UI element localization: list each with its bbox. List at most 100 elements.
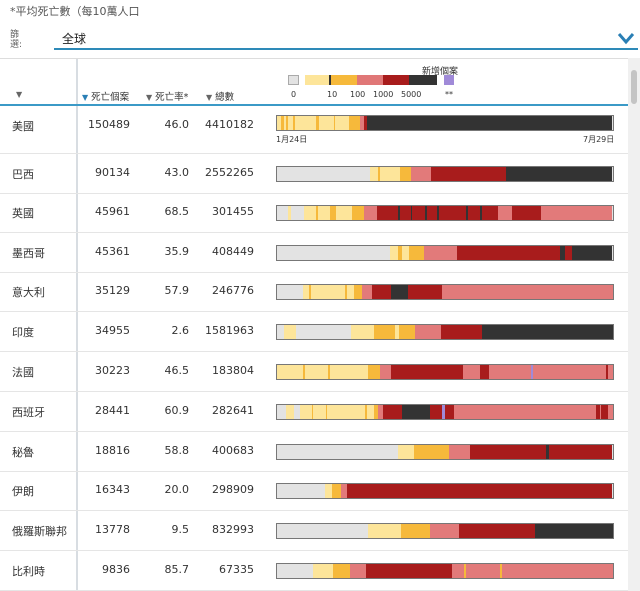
legend-swatch-max <box>409 75 437 85</box>
country-name: 伊朗 <box>12 485 34 498</box>
table-header: ▼ ▼ 死亡個案 ▼ 死亡率* ▼ 總數 新增個案 0 10 100 1000 500… <box>0 59 628 106</box>
table-row[interactable]: 意大利 35129 57.9 246776 <box>0 272 628 312</box>
legend-swatch-very-high <box>383 75 409 85</box>
chevron-down-icon[interactable] <box>614 26 638 50</box>
daily-cases-strip[interactable] <box>276 444 614 460</box>
daily-cases-strip[interactable] <box>276 563 614 579</box>
sort-total-header[interactable]: ▼ 總數 <box>206 89 234 103</box>
death-rate-value: 85.7 <box>164 563 190 576</box>
daily-cases-strip[interactable] <box>276 284 614 300</box>
total-header-label: 總數 <box>215 92 235 103</box>
vertical-scrollbar[interactable] <box>628 58 640 591</box>
total-cases-value: 400683 <box>212 444 254 457</box>
table-row[interactable]: 巴西 90134 43.0 2552265 <box>0 154 628 194</box>
table-row[interactable]: 西班牙 28441 60.9 282641 <box>0 392 628 432</box>
total-cases-value: 282641 <box>212 404 254 417</box>
sort-country-header[interactable]: ▼ <box>16 89 25 100</box>
total-cases-value: 4410182 <box>205 118 254 131</box>
table-row[interactable]: 伊朗 16343 20.0 298909 <box>0 471 628 511</box>
sort-arrow-icon: ▼ <box>146 93 153 102</box>
legend-swatch-high <box>357 75 383 85</box>
daily-cases-strip[interactable] <box>276 166 614 182</box>
sort-rate-header[interactable]: ▼ 死亡率* <box>146 89 188 103</box>
death-rate-value: 57.9 <box>164 284 190 297</box>
death-rate-value: 58.8 <box>164 444 190 457</box>
total-cases-value: 298909 <box>212 483 254 496</box>
table-row[interactable]: 俄羅斯聯邦 13778 9.5 832993 <box>0 511 628 551</box>
daily-cases-strip[interactable] <box>276 483 614 499</box>
total-cases-value: 832993 <box>212 523 254 536</box>
legend-swatch-low <box>305 75 329 85</box>
table-row[interactable]: 墨西哥 45361 35.9 408449 <box>0 233 628 273</box>
sort-deaths-header[interactable]: ▼ 死亡個案 <box>82 89 129 103</box>
table-row[interactable]: 美國 150489 46.0 4410182 1月24日 7月29日 <box>0 106 628 154</box>
sort-arrow-icon: ▼ <box>16 90 23 99</box>
total-cases-value: 408449 <box>212 245 254 258</box>
column-divider <box>76 59 78 591</box>
total-cases-value: 67335 <box>219 563 254 576</box>
total-cases-value: 183804 <box>212 364 254 377</box>
scrollbar-thumb[interactable] <box>631 70 637 104</box>
deaths-value: 150489 <box>88 118 130 131</box>
legend-tick <box>329 75 331 85</box>
death-rate-value: 46.5 <box>164 364 190 377</box>
table-row[interactable]: 法國 30223 46.5 183804 <box>0 352 628 392</box>
deaths-value: 28441 <box>95 404 130 417</box>
death-rate-value: 35.9 <box>164 245 190 258</box>
deaths-value: 90134 <box>95 166 130 179</box>
legend-label: ** <box>445 90 453 99</box>
filter-selected-value: 全球 <box>62 32 87 46</box>
daily-cases-strip[interactable] <box>276 404 614 420</box>
daily-cases-strip[interactable] <box>276 205 614 221</box>
deaths-value: 30223 <box>95 364 130 377</box>
legend-label: 5000 <box>401 90 422 99</box>
daily-cases-strip[interactable] <box>276 245 614 261</box>
legend-label: 1000 <box>373 90 394 99</box>
daily-cases-strip[interactable] <box>276 364 614 380</box>
legend-swatch-mid <box>331 75 357 85</box>
country-name: 比利時 <box>12 565 45 578</box>
legend-label: 0 <box>291 90 297 99</box>
country-name: 英國 <box>12 207 34 220</box>
sort-arrow-icon: ▼ <box>82 93 89 102</box>
deaths-value: 45961 <box>95 205 130 218</box>
deaths-value: 18816 <box>95 444 130 457</box>
legend-swatch-special <box>444 75 454 85</box>
table-row[interactable]: 英國 45961 68.5 301455 <box>0 193 628 233</box>
deaths-value: 9836 <box>102 563 130 576</box>
deaths-header-label: 死亡個案 <box>91 92 130 103</box>
country-name: 意大利 <box>12 286 45 299</box>
death-rate-value: 9.5 <box>171 523 190 536</box>
country-name: 秘魯 <box>12 446 34 459</box>
total-cases-value: 301455 <box>212 205 254 218</box>
sort-arrow-icon: ▼ <box>206 93 213 102</box>
legend-swatch-zero <box>288 75 299 85</box>
rate-header-label: 死亡率* <box>155 92 189 103</box>
table-row[interactable]: 印度 34955 2.6 1581963 <box>0 312 628 352</box>
death-rate-value: 2.6 <box>171 324 190 337</box>
region-filter-select[interactable]: 全球 <box>54 28 638 50</box>
death-rate-value: 68.5 <box>164 205 190 218</box>
deaths-value: 13778 <box>95 523 130 536</box>
daily-cases-strip[interactable] <box>276 523 614 539</box>
total-cases-value: 246776 <box>212 284 254 297</box>
daily-cases-strip[interactable] <box>276 324 614 340</box>
deaths-value: 35129 <box>95 284 130 297</box>
legend-label: 100 <box>350 90 366 99</box>
data-table: ▼ ▼ 死亡個案 ▼ 死亡率* ▼ 總數 新增個案 0 10 100 1000 500… <box>0 58 628 591</box>
country-name: 西班牙 <box>12 406 45 419</box>
death-rate-value: 60.9 <box>164 404 190 417</box>
deaths-value: 16343 <box>95 483 130 496</box>
country-name: 巴西 <box>12 168 34 181</box>
end-date-label: 7月29日 <box>583 135 615 144</box>
table-row[interactable]: 比利時 9836 85.7 67335 <box>0 551 628 591</box>
table-row[interactable]: 秘魯 18816 58.8 400683 <box>0 432 628 472</box>
deaths-value: 45361 <box>95 245 130 258</box>
daily-cases-strip[interactable] <box>276 115 614 131</box>
table-body: 美國 150489 46.0 4410182 1月24日 7月29日 巴西 90134 43.0… <box>0 106 628 591</box>
country-name: 俄羅斯聯邦 <box>12 525 67 538</box>
total-cases-value: 1581963 <box>205 324 254 337</box>
filter-label: 篩選: <box>10 30 23 50</box>
country-name: 墨西哥 <box>12 247 45 260</box>
death-rate-value: 20.0 <box>164 483 190 496</box>
